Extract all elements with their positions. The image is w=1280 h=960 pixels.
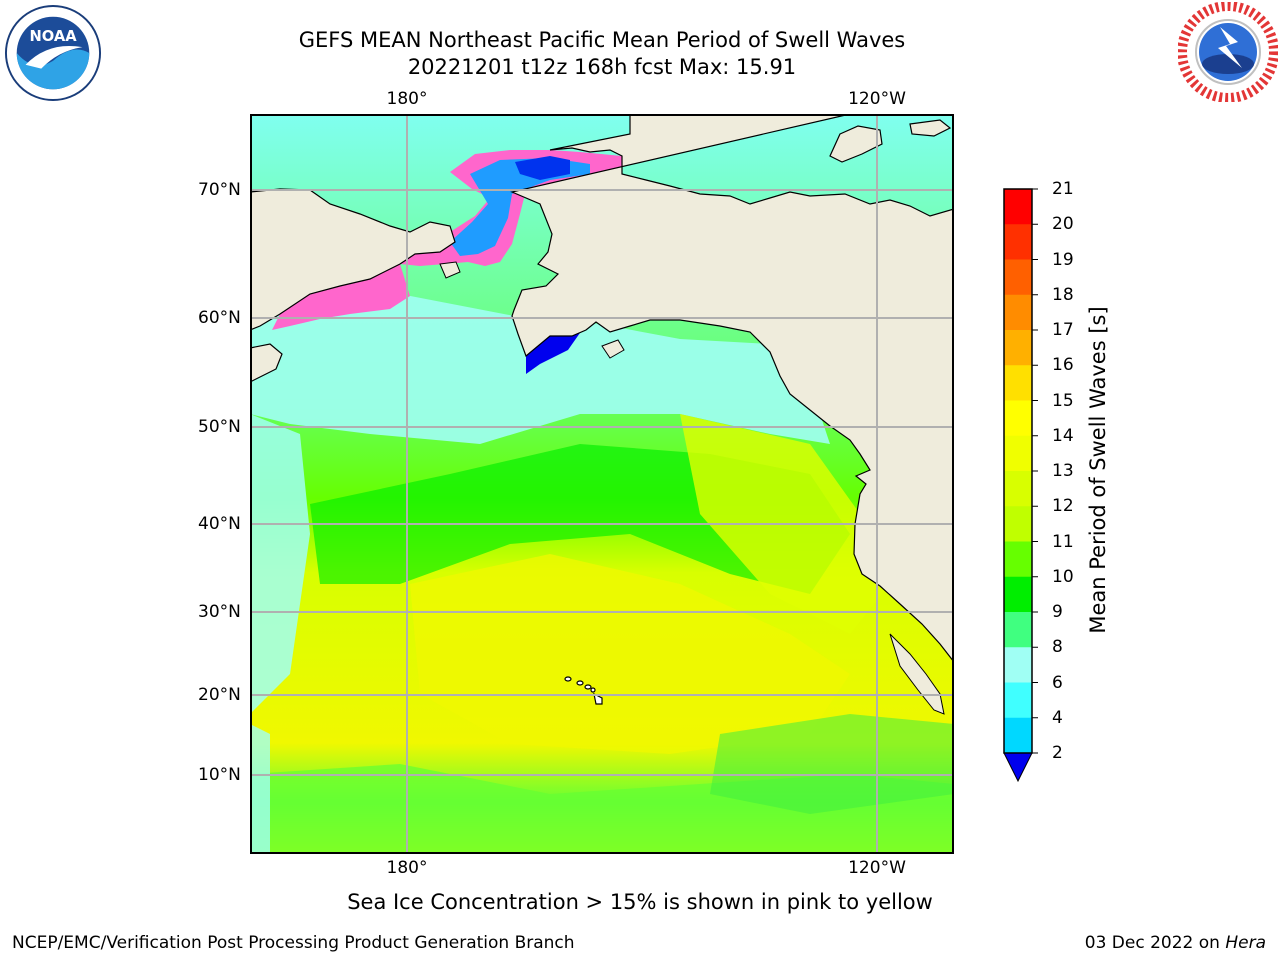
colorbar-tick-label: 10 <box>1052 566 1074 587</box>
lat-label-50n: 50°N <box>198 417 241 437</box>
open-water-chukchi <box>450 158 590 256</box>
swell-patch-cyan-south <box>250 724 270 854</box>
colorbar-tick-label: 16 <box>1052 355 1074 376</box>
colorbar-cell <box>1004 717 1032 754</box>
colorbar-cell <box>1004 506 1032 542</box>
noaa-logo-text: NOAA <box>29 28 77 45</box>
footer-host: Hera <box>1225 933 1266 953</box>
swell-patch-west-cyan <box>250 414 310 714</box>
swell-patch-yellow-central <box>410 554 850 754</box>
colorbar-tick-label: 14 <box>1052 425 1074 446</box>
colorbar-tick-label: 11 <box>1052 531 1074 552</box>
colorbar-cell <box>1004 259 1032 296</box>
colorbar-tick-label: 4 <box>1052 707 1063 728</box>
colorbar-cell <box>1004 612 1032 648</box>
colorbar-tick-label: 13 <box>1052 461 1074 481</box>
lon-label-bottom-120w: 120°W <box>848 858 906 878</box>
lat-label-40n: 40°N <box>198 514 241 534</box>
colorbar-cell <box>1004 541 1032 578</box>
graticule <box>250 114 954 854</box>
lon-label-top-180: 180° <box>386 89 428 109</box>
colorbar-cell <box>1004 435 1032 472</box>
colorbar-tick-label: 9 <box>1052 602 1063 622</box>
noaa-logo: NOAA <box>4 4 102 102</box>
colorbar-tick-label: 15 <box>1052 390 1074 411</box>
footer-producer: NCEP/EMC/Verification Post Processing Pr… <box>12 933 575 953</box>
colorbar-tick-label: 2 <box>1052 743 1063 763</box>
hawaiian-islands <box>564 676 603 705</box>
land-siberia <box>250 188 456 331</box>
footer-date: 03 Dec 2022 on Hera <box>1085 933 1266 953</box>
colorbar-tick-label: 19 <box>1052 249 1074 270</box>
map-subtitle: 20221201 t12z 168h fcst Max: 15.91 <box>407 55 797 79</box>
colorbar-cell <box>1004 576 1032 613</box>
colorbar-cell <box>1004 400 1032 437</box>
deep-blue-chukchi <box>515 156 570 180</box>
colorbar-tick-label: 12 <box>1052 496 1074 517</box>
land-kodiak <box>601 339 625 359</box>
lon-label-top-120w: 120°W <box>848 89 906 109</box>
colorbar-tick-label: 6 <box>1052 672 1063 693</box>
colorbar-cell <box>1004 189 1032 225</box>
colorbar <box>1003 188 1038 783</box>
land-kamchatka <box>250 343 283 383</box>
colorbar-tick-label: 20 <box>1052 214 1074 235</box>
sea-ice-bering-west <box>272 264 410 330</box>
colorbar-tick-label: 18 <box>1052 284 1074 305</box>
map-title: GEFS MEAN Northeast Pacific Mean Period … <box>298 28 906 52</box>
colorbar-cell <box>1004 471 1032 507</box>
land-nunivak <box>439 261 461 279</box>
colorbar-cell <box>1004 647 1032 683</box>
colorbar-under-extension <box>1003 752 1033 783</box>
colorbar-cell <box>1004 365 1032 401</box>
lat-label-10n: 10°N <box>198 765 241 785</box>
lat-label-70n: 70°N <box>198 180 241 200</box>
swell-patch-green-southeast <box>710 714 954 814</box>
swell-period-map <box>250 114 954 854</box>
footer-date-text: 03 Dec 2022 on <box>1084 933 1226 953</box>
colorbar-cell <box>1004 682 1032 719</box>
colorbar-cell <box>1004 294 1032 331</box>
map-frame <box>250 114 954 854</box>
colorbar-tick-label: 17 <box>1052 320 1074 340</box>
lon-label-bottom-180: 180° <box>386 858 428 878</box>
lat-label-20n: 20°N <box>198 685 241 705</box>
lat-label-30n: 30°N <box>198 602 241 622</box>
colorbar-title: Mean Period of Swell Waves [s] <box>1086 306 1110 634</box>
land-arctic-islands <box>829 119 952 163</box>
swell-patch-north-cyan <box>250 294 830 444</box>
colorbar-tick-label: 8 <box>1052 637 1063 658</box>
colorbar-cell <box>1004 330 1032 366</box>
land-alaska <box>510 114 954 663</box>
nws-logo <box>1178 2 1278 102</box>
sea-ice-note: Sea Ice Concentration > 15% is shown in … <box>347 890 933 914</box>
lat-label-60n: 60°N <box>198 308 241 328</box>
colorbar-tick-label: 21 <box>1052 179 1074 199</box>
colorbar-cell <box>1004 224 1032 260</box>
